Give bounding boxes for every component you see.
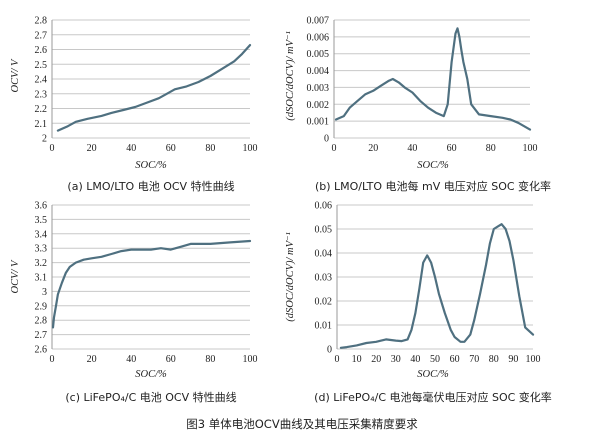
series-line-a: [56, 43, 252, 132]
x-tick-label-c-1: 20: [87, 354, 97, 365]
x-axis-label-c: SOC/%: [135, 369, 167, 380]
x-tick-label-d-5: 50: [430, 354, 440, 365]
x-tick-label-a-2: 40: [126, 143, 136, 154]
y-tick-label-c-5: 3.1: [35, 273, 48, 284]
y-tick-label-c-3: 2.9: [35, 301, 48, 312]
y-axis-label-d: (dSOC/dOCV)/ mV⁻¹: [285, 232, 296, 321]
x-tick-label-a-5: 100: [243, 143, 258, 154]
panel-b: 0 0.001 0.002 0.003 0.004 0.005 0.006 0.007 0 20 4…: [285, 16, 551, 194]
y-tick-label-d-4: 0.04: [315, 249, 333, 260]
x-tick-label-c-4: 80: [205, 354, 215, 365]
x-tick-label-d-2: 20: [371, 354, 381, 365]
y-tick-label-a-4: 2.4: [35, 75, 48, 86]
x-tick-label-a-4: 80: [205, 143, 215, 154]
y-tick-label-d-6: 0.06: [315, 201, 333, 212]
x-tick-label-b-3: 60: [447, 143, 457, 154]
y-tick-label-a-5: 2.5: [35, 60, 48, 71]
x-tick-label-d-6: 60: [450, 354, 460, 365]
panel-a: 2 2.1 2.2 2.3 2.4 2.5 2.6 2.7 2.8 0 20 40 60 80 100 OC…: [10, 16, 258, 194]
tick-labels-c: 2.6 2.7 2.8 2.9 3 3.1 3.2 3.3 3.4 3.5 3.6 0 20 40 60 80…: [35, 201, 258, 366]
y-tick-label-b-6: 0.006: [307, 32, 330, 43]
y-tick-label-c-8: 3.4: [35, 229, 48, 240]
caption-b: (b) LMO/LTO 电池每 mV 电压对应 SOC 变化率: [315, 179, 551, 193]
x-tick-label-a-3: 60: [166, 143, 176, 154]
y-tick-label-d-1: 0.01: [315, 321, 333, 332]
y-tick-label-c-1: 2.7: [35, 330, 48, 341]
tick-labels-b: 0 0.001 0.002 0.003 0.004 0.005 0.006 0.007 0 20 4…: [307, 16, 538, 155]
grid-b: [333, 19, 530, 139]
caption-c: (c) LiFePO₄/C 电池 OCV 特性曲线: [65, 390, 236, 404]
panel-d: 0 0.01 0.02 0.03 0.04 0.05 0.06 0 10 20 30 40 50 60 70…: [285, 201, 552, 405]
x-tick-label-d-1: 10: [352, 354, 362, 365]
y-tick-label-d-3: 0.03: [315, 273, 333, 284]
x-tick-label-d-9: 90: [508, 354, 518, 365]
y-tick-label-b-0: 0: [324, 134, 329, 145]
series-line-c: [51, 239, 252, 329]
series-a: [56, 43, 252, 132]
y-tick-label-b-7: 0.007: [307, 16, 330, 27]
y-tick-label-b-1: 0.001: [307, 117, 330, 128]
y-tick-label-a-1: 2.1: [35, 119, 48, 130]
x-tick-label-c-3: 60: [166, 354, 176, 365]
figure-caption: 图3 单体电池OCV曲线及其电压采集精度要求: [186, 417, 418, 431]
y-tick-label-a-6: 2.6: [35, 45, 48, 56]
grid-d: [336, 204, 533, 350]
x-tick-label-b-0: 0: [332, 143, 337, 154]
x-axis-label-b: SOC/%: [417, 160, 449, 171]
y-tick-label-b-4: 0.004: [307, 66, 330, 77]
x-tick-label-b-2: 40: [407, 143, 417, 154]
x-tick-label-d-3: 30: [391, 354, 401, 365]
tick-labels-d: 0 0.01 0.02 0.03 0.04 0.05 0.06 0 10 20 30 40 50 60 70…: [315, 201, 541, 366]
series-line-d: [339, 223, 535, 349]
x-axis-label-d: SOC/%: [417, 369, 449, 380]
grid-c: [51, 204, 250, 350]
x-tick-label-d-10: 100: [526, 354, 541, 365]
y-tick-label-a-3: 2.3: [35, 89, 48, 100]
y-tick-label-c-9: 3.5: [35, 215, 48, 226]
y-tick-label-d-5: 0.05: [315, 225, 333, 236]
caption-d: (d) LiFePO₄/C 电池每毫伏电压对应 SOC 变化率: [314, 390, 552, 404]
x-tick-label-a-1: 20: [87, 143, 97, 154]
y-tick-label-c-7: 3.3: [35, 244, 48, 255]
x-tick-label-a-0: 0: [50, 143, 55, 154]
y-tick-label-d-2: 0.02: [315, 297, 333, 308]
y-tick-label-c-4: 3: [42, 287, 47, 298]
y-axis-label-b: (dSOC/dOCV)/ mV⁻¹: [285, 31, 296, 120]
y-tick-label-b-2: 0.002: [307, 100, 330, 111]
y-tick-label-b-5: 0.005: [307, 49, 330, 60]
x-tick-label-d-4: 40: [410, 354, 420, 365]
series-c: [51, 239, 252, 329]
y-tick-label-c-6: 3.2: [35, 258, 48, 269]
y-tick-label-c-0: 2.6: [35, 345, 48, 356]
y-tick-label-d-0: 0: [327, 345, 332, 356]
x-tick-label-c-2: 40: [126, 354, 136, 365]
y-tick-label-b-3: 0.003: [307, 83, 330, 94]
x-tick-label-d-0: 0: [335, 354, 340, 365]
x-axis-label-a: SOC/%: [135, 160, 167, 171]
x-tick-label-b-5: 100: [523, 143, 538, 154]
y-tick-label-c-2: 2.8: [35, 316, 48, 327]
x-tick-label-c-0: 0: [50, 354, 55, 365]
tick-labels-a: 2 2.1 2.2 2.3 2.4 2.5 2.6 2.7 2.8 0 20 40 60 80 100: [35, 16, 258, 155]
y-tick-label-a-8: 2.8: [35, 16, 48, 27]
y-tick-label-a-2: 2.2: [35, 104, 48, 115]
series-line-b: [334, 27, 532, 131]
grid-a: [51, 19, 250, 139]
caption-a: (a) LMO/LTO 电池 OCV 特性曲线: [67, 179, 234, 193]
series-d: [339, 223, 535, 349]
y-axis-label-a: OCV/ V: [10, 58, 21, 93]
x-tick-label-c-5: 100: [243, 354, 258, 365]
x-tick-label-b-4: 80: [486, 143, 496, 154]
x-tick-label-d-8: 80: [489, 354, 499, 365]
y-axis-label-c: OCV/ V: [10, 259, 21, 294]
panel-c: 2.6 2.7 2.8 2.9 3 3.1 3.2 3.3 3.4 3.5 3.6 0 20 40 60 80…: [10, 201, 258, 405]
series-b: [334, 27, 532, 131]
y-tick-label-a-7: 2.7: [35, 30, 48, 41]
y-tick-label-a-0: 2: [42, 134, 47, 145]
y-tick-label-c-10: 3.6: [35, 201, 48, 212]
x-tick-label-b-1: 20: [368, 143, 378, 154]
x-tick-label-d-7: 70: [469, 354, 479, 365]
